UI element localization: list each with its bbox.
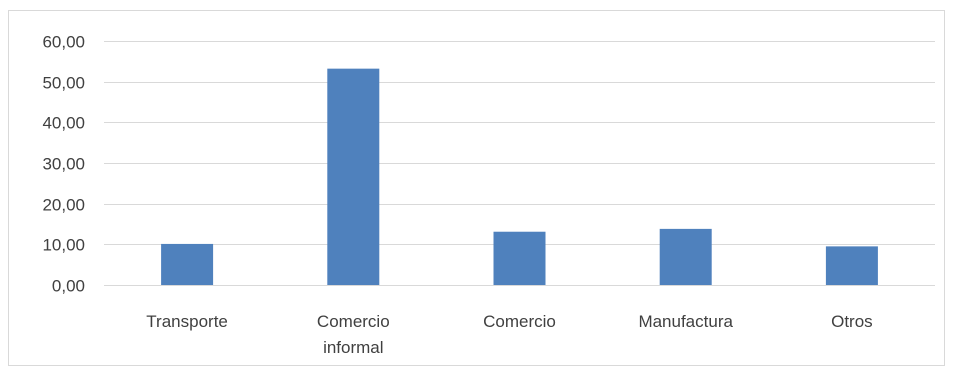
bar bbox=[161, 243, 214, 285]
y-tick-label: 60,00 bbox=[42, 33, 85, 52]
bar bbox=[659, 228, 712, 285]
y-tick-label: 0,00 bbox=[52, 277, 85, 296]
x-tick-label: Comercio bbox=[483, 312, 556, 331]
x-tick-label: Otros bbox=[831, 312, 873, 331]
x-tick-label: Comercio bbox=[317, 312, 390, 331]
y-tick-label: 30,00 bbox=[42, 155, 85, 174]
chart-frame bbox=[8, 10, 945, 366]
x-tick-label: Manufactura bbox=[638, 312, 733, 331]
y-tick-label: 50,00 bbox=[42, 74, 85, 93]
y-tick-label: 20,00 bbox=[42, 196, 85, 215]
bar bbox=[493, 231, 546, 285]
y-tick-label: 40,00 bbox=[42, 114, 85, 133]
x-tick-label: Transporte bbox=[146, 312, 228, 331]
y-tick-label: 10,00 bbox=[42, 236, 85, 255]
bar bbox=[327, 68, 380, 285]
x-tick-label: informal bbox=[323, 338, 383, 357]
bar bbox=[825, 246, 878, 285]
